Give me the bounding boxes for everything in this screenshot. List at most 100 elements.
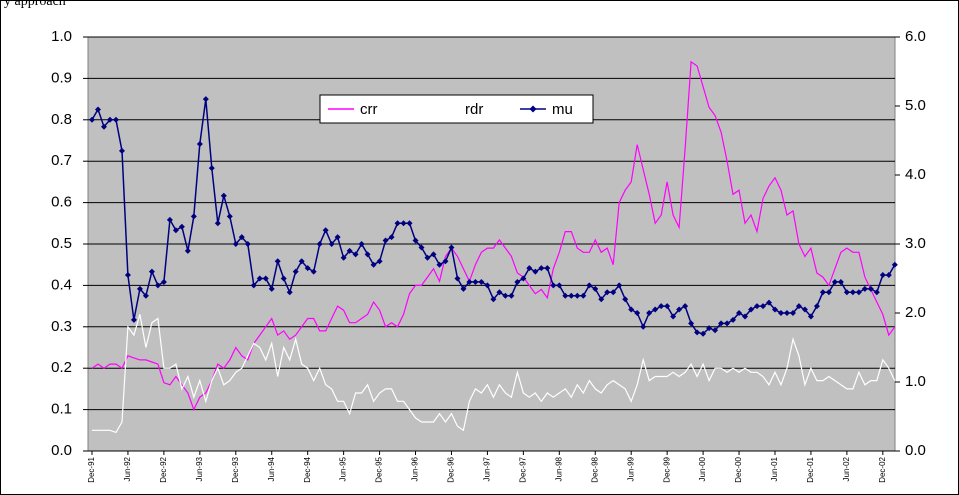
point — [694, 329, 701, 336]
point — [580, 292, 587, 299]
point — [376, 258, 383, 265]
point — [688, 320, 695, 327]
point — [148, 268, 155, 275]
point — [442, 258, 449, 265]
legend-marker — [529, 105, 537, 113]
point — [592, 285, 599, 292]
point — [238, 234, 245, 241]
legend-label: mu — [552, 101, 573, 118]
point — [178, 223, 185, 230]
x-tick-label: Jun-01 — [770, 456, 779, 481]
point — [286, 289, 293, 296]
point — [682, 303, 689, 310]
point — [112, 116, 119, 123]
point — [262, 275, 269, 282]
point — [406, 220, 413, 227]
y-tick-label: 0.3 — [51, 318, 72, 335]
point — [807, 313, 814, 320]
x-tick-label: Dec-99 — [662, 456, 671, 482]
point — [118, 147, 125, 154]
y2-tick-label: 0.0 — [905, 442, 926, 459]
x-tick-label: Dec-91 — [87, 456, 96, 482]
point — [819, 289, 826, 296]
point — [855, 289, 862, 296]
point — [136, 285, 143, 292]
point — [226, 213, 233, 220]
point — [370, 261, 377, 268]
x-tick-label: Jun-99 — [626, 456, 635, 481]
x-tick-label: Jun-93 — [195, 456, 204, 481]
point — [837, 278, 844, 285]
point — [526, 265, 533, 272]
point — [801, 306, 808, 313]
point — [214, 220, 221, 227]
point — [777, 310, 784, 316]
point — [568, 292, 575, 299]
y-tick-label: 0.2 — [51, 359, 72, 376]
y-tick-label: 1.0 — [51, 28, 72, 45]
y2-tick-label: 4.0 — [905, 166, 926, 183]
x-tick-label: Dec-94 — [303, 456, 312, 482]
point — [424, 254, 431, 261]
point — [634, 310, 641, 316]
point — [891, 261, 898, 268]
point — [94, 106, 101, 113]
point — [448, 244, 455, 251]
point — [825, 289, 832, 296]
y-tick-label: 0.7 — [51, 152, 72, 169]
point — [658, 303, 665, 310]
x-tick-label: Dec-01 — [806, 456, 815, 482]
point — [700, 330, 707, 337]
point — [736, 310, 743, 316]
point — [646, 310, 653, 316]
point — [460, 285, 467, 292]
point — [676, 306, 683, 313]
point — [712, 327, 719, 334]
x-tick-label: Dec-97 — [518, 456, 527, 482]
point — [166, 216, 173, 223]
x-tick-label: Jun-94 — [267, 456, 276, 481]
point — [100, 123, 107, 130]
point — [244, 241, 251, 247]
point — [754, 303, 761, 310]
point — [783, 310, 790, 316]
point — [310, 268, 317, 275]
point — [760, 303, 767, 310]
point — [394, 220, 401, 227]
point — [622, 296, 629, 303]
point — [346, 247, 353, 254]
point — [610, 289, 617, 296]
point — [748, 306, 755, 313]
legend-label: crr — [360, 101, 378, 118]
point — [358, 241, 365, 247]
point — [418, 244, 425, 251]
point — [706, 325, 713, 332]
y-tick-label: 0.4 — [51, 276, 72, 293]
point — [532, 268, 539, 275]
point — [718, 320, 725, 327]
point — [550, 282, 557, 289]
point — [106, 116, 113, 123]
point — [280, 275, 287, 282]
x-tick-label: Jun-00 — [698, 456, 707, 481]
point — [771, 306, 778, 313]
point — [670, 313, 677, 320]
point — [202, 96, 209, 103]
point — [160, 278, 167, 285]
point — [490, 296, 497, 303]
point — [616, 282, 623, 289]
point — [789, 310, 796, 316]
x-tick-label: Dec-96 — [447, 456, 456, 482]
point — [478, 278, 485, 285]
point — [628, 306, 635, 313]
x-tick-label: Jun-96 — [411, 456, 420, 481]
point — [256, 275, 263, 282]
y-tick-label: 0.6 — [51, 194, 72, 211]
y-tick-label: 0.9 — [51, 69, 72, 86]
point — [292, 268, 299, 275]
point — [89, 116, 95, 123]
point — [484, 282, 491, 289]
point — [831, 278, 838, 285]
point — [466, 278, 473, 285]
